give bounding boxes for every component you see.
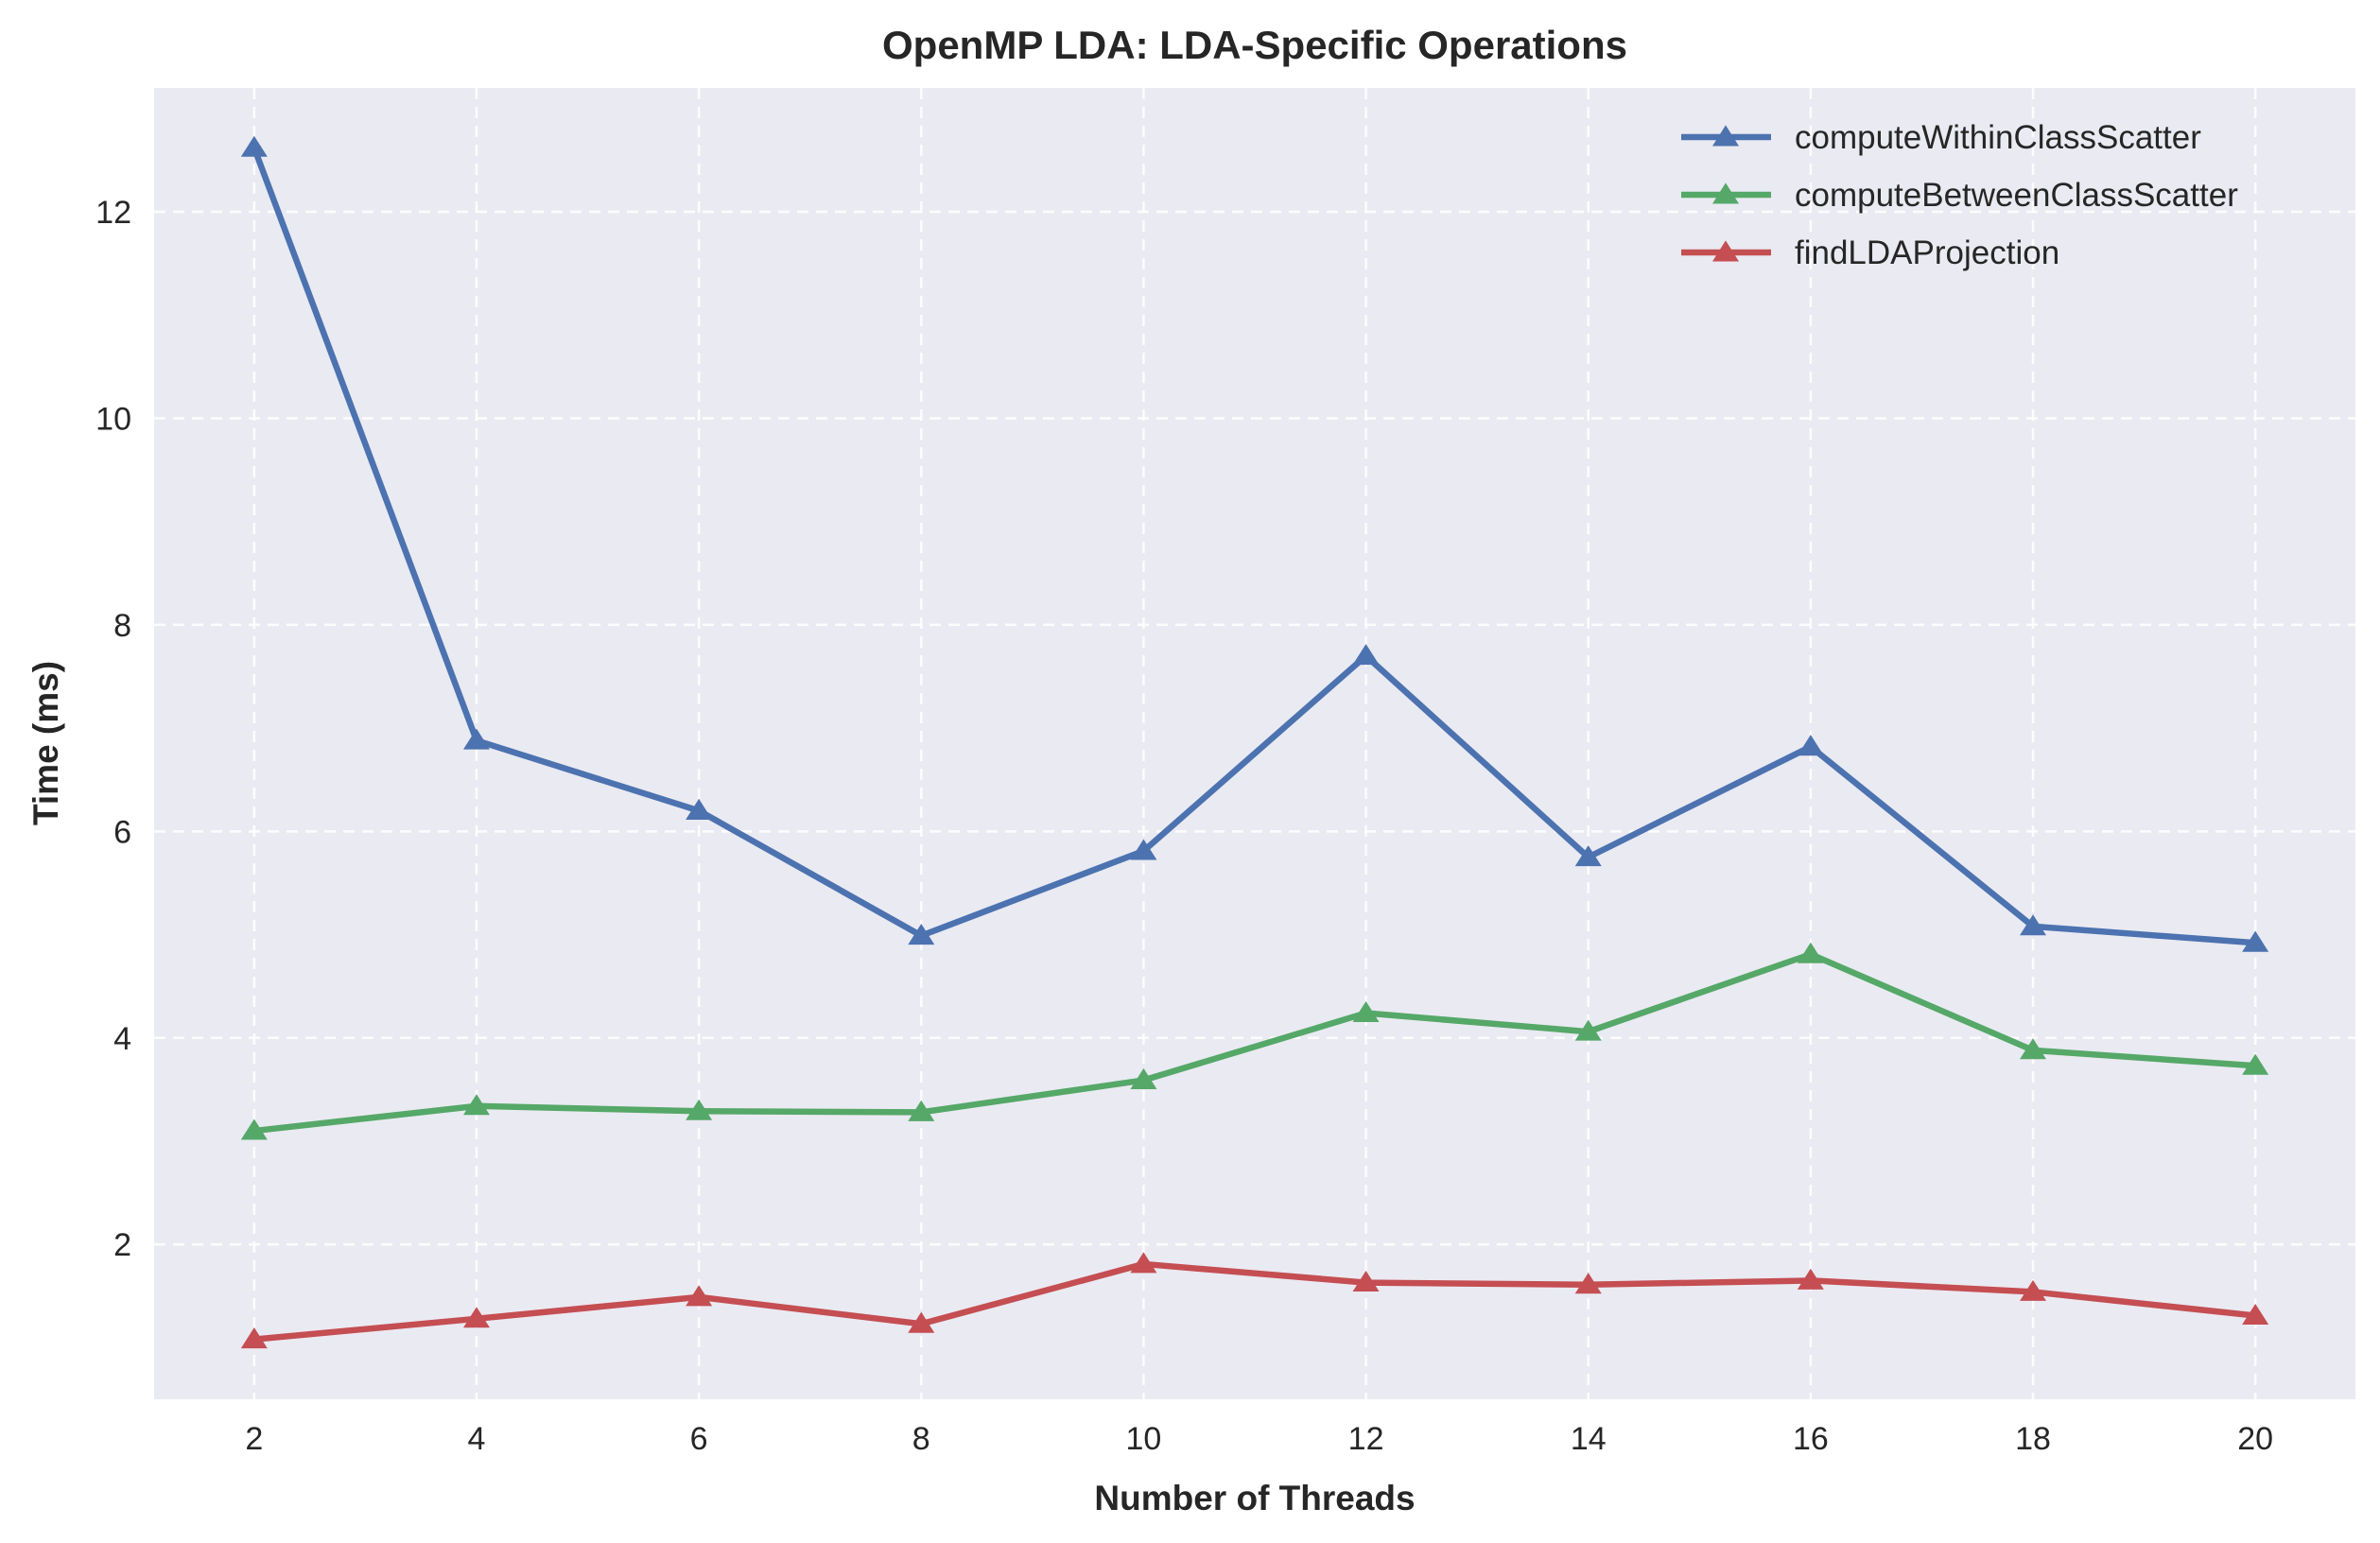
x-tick-label: 14 <box>1571 1421 1607 1457</box>
data-point-marker <box>240 1327 268 1349</box>
series-line <box>251 951 2259 1135</box>
legend-entry-label: computeBetweenClassScatter <box>1795 177 2238 214</box>
data-point-marker <box>462 728 490 750</box>
data-point-marker <box>1797 942 1824 963</box>
x-tick-label: 12 <box>1348 1421 1384 1457</box>
legend-entry-label: computeWithinClassScatter <box>1795 119 2201 156</box>
series-computeWithinClassScatter <box>240 135 2269 952</box>
x-tick-label: 16 <box>1793 1421 1829 1457</box>
tick-layer: 2 4 6 8 10 12 14 16 18 20 2 4 6 8 10 12 <box>96 195 2273 1457</box>
series-computeBetweenClassScatter <box>240 942 2269 1140</box>
data-point-marker <box>1574 1019 1602 1041</box>
data-point-marker <box>908 1311 935 1333</box>
data-point-marker <box>686 1285 713 1307</box>
data-point-marker <box>1574 845 1602 867</box>
legend-swatch-marker <box>1712 240 1739 262</box>
data-point-marker <box>1797 735 1824 756</box>
y-tick-label: 10 <box>96 401 131 437</box>
x-tick-label: 4 <box>468 1421 486 1457</box>
data-point-marker <box>240 1118 268 1140</box>
grid-layer <box>154 88 2355 1399</box>
data-point-marker <box>2242 1053 2269 1075</box>
y-tick-label: 8 <box>113 608 131 644</box>
data-point-marker <box>1352 1270 1380 1292</box>
x-tick-label: 10 <box>1126 1421 1162 1457</box>
y-axis-label: Time (ms) <box>26 661 65 825</box>
data-point-marker <box>1130 1067 1157 1089</box>
x-tick-label: 8 <box>912 1421 930 1457</box>
data-point-marker <box>2242 1303 2269 1325</box>
legend-swatch-marker <box>1712 125 1739 147</box>
y-tick-label: 2 <box>113 1227 131 1263</box>
x-tick-label: 2 <box>245 1421 263 1457</box>
legend: computeWithinClassScatter computeBetweenC… <box>1681 119 2238 271</box>
data-point-marker <box>1352 1000 1380 1022</box>
data-point-marker <box>462 1307 490 1328</box>
data-point-marker <box>686 1099 713 1120</box>
x-tick-label: 18 <box>2015 1421 2051 1457</box>
series-layer <box>240 135 2269 1349</box>
data-point-marker <box>908 924 935 945</box>
data-point-marker <box>2242 930 2269 952</box>
data-point-marker <box>462 1094 490 1116</box>
data-point-marker <box>2020 1038 2047 1060</box>
data-point-marker <box>686 798 713 820</box>
y-tick-label: 4 <box>113 1021 131 1057</box>
data-point-marker <box>2020 914 2047 936</box>
data-point-marker <box>908 1100 935 1121</box>
x-axis-label: Number of Threads <box>1094 1479 1415 1517</box>
plot-background <box>154 88 2355 1399</box>
data-point-marker <box>1130 839 1157 860</box>
legend-entry-label: findLDAProjection <box>1795 234 2059 271</box>
data-point-marker <box>240 135 268 157</box>
series-line <box>251 1260 2259 1343</box>
x-tick-label: 6 <box>690 1421 708 1457</box>
y-tick-label: 12 <box>96 195 131 231</box>
data-point-marker <box>1130 1252 1157 1274</box>
data-point-marker <box>1574 1273 1602 1294</box>
x-tick-label: 20 <box>2237 1421 2273 1457</box>
series-line <box>251 145 2259 946</box>
data-point-marker <box>1797 1268 1824 1290</box>
y-tick-label: 6 <box>113 814 131 850</box>
series-findLDAProjection <box>240 1252 2269 1349</box>
data-point-marker <box>2020 1279 2047 1301</box>
data-point-marker <box>1352 644 1380 666</box>
legend-swatch-marker <box>1712 182 1739 204</box>
chart-title: OpenMP LDA: LDA-Specific Operations <box>882 23 1627 67</box>
